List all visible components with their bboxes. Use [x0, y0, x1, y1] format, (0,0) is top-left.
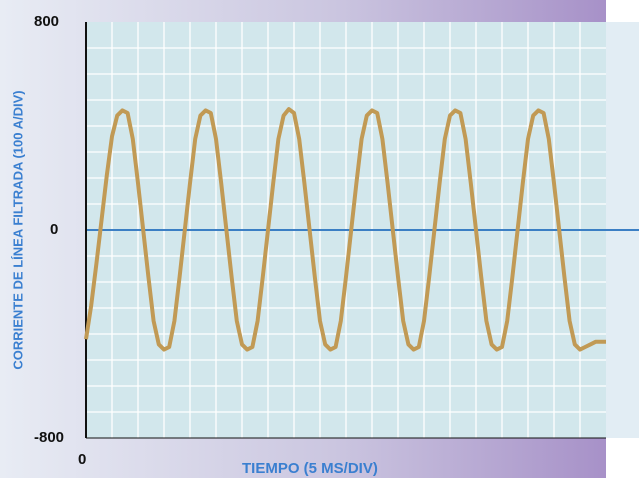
y-tick-label-zero: 0	[50, 221, 59, 238]
y-tick-label-max: 800	[34, 13, 60, 30]
y-tick-label-min: -800	[34, 429, 65, 446]
x-axis-title: TIEMPO (5 MS/DIV)	[242, 460, 378, 477]
x-tick-label-origin: 0	[78, 451, 87, 468]
y-axis-title: CORRIENTE DE LÍNEA FILTRADA (100 A/DIV)	[10, 90, 26, 370]
series-waveform-line	[84, 107, 606, 352]
gridlines	[86, 22, 606, 438]
